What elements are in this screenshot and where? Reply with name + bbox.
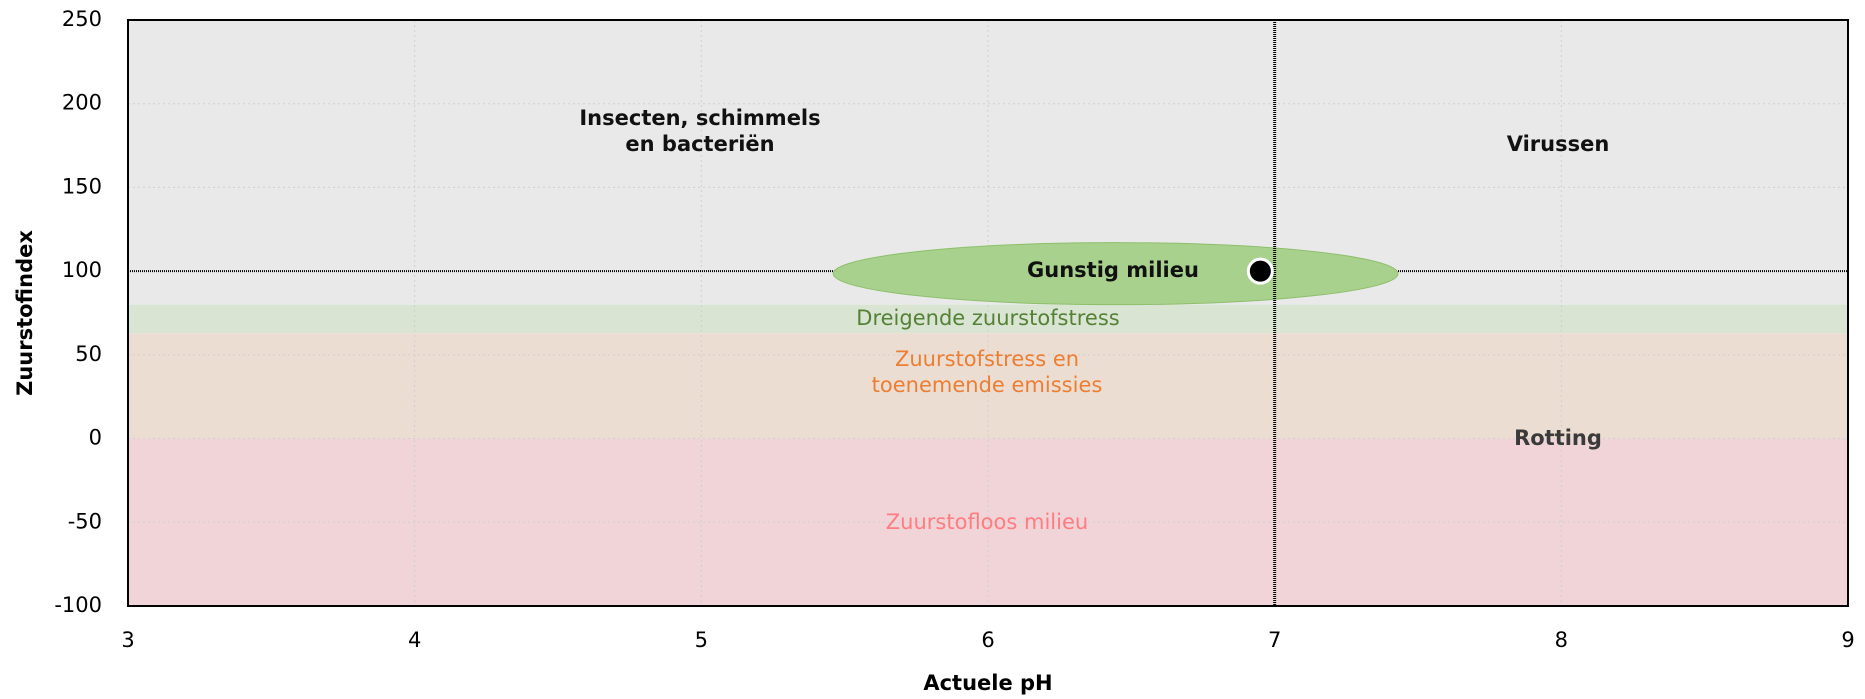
x-tick-label: 9 <box>1841 628 1854 652</box>
y-axis-label: Zuurstofindex <box>13 230 37 396</box>
data-point <box>1246 257 1274 285</box>
y-tick-label: -100 <box>54 593 102 617</box>
annotation: Insecten, schimmels <box>579 106 820 130</box>
y-tick-label: 150 <box>62 174 102 198</box>
annotation: Dreigende zuurstofstress <box>856 306 1119 330</box>
x-tick-label: 4 <box>408 628 421 652</box>
annotation: toenemende emissies <box>872 373 1103 397</box>
x-axis-label: Actuele pH <box>923 671 1052 695</box>
x-tick-label: 8 <box>1555 628 1568 652</box>
annotation: Zuurstofloos milieu <box>886 510 1088 534</box>
annotation: Virussen <box>1507 132 1610 156</box>
y-tick-label: 250 <box>62 7 102 31</box>
y-tick-label: -50 <box>68 509 102 533</box>
x-tick-label: 5 <box>695 628 708 652</box>
y-tick-label: 200 <box>62 91 102 115</box>
annotation: en bacteriën <box>625 132 774 156</box>
x-tick-label: 7 <box>1268 628 1281 652</box>
annotation: Rotting <box>1514 426 1602 450</box>
x-tick-label: 3 <box>121 628 134 652</box>
region <box>128 304 1848 334</box>
y-tick-label: 0 <box>89 426 102 450</box>
annotation: Zuurstofstress en <box>895 347 1079 371</box>
annotation: Gunstig milieu <box>1027 258 1199 282</box>
plot-border <box>127 19 1849 607</box>
y-tick-label: 100 <box>62 258 102 282</box>
x-tick-label: 6 <box>981 628 994 652</box>
y-tick-label: 50 <box>75 342 102 366</box>
